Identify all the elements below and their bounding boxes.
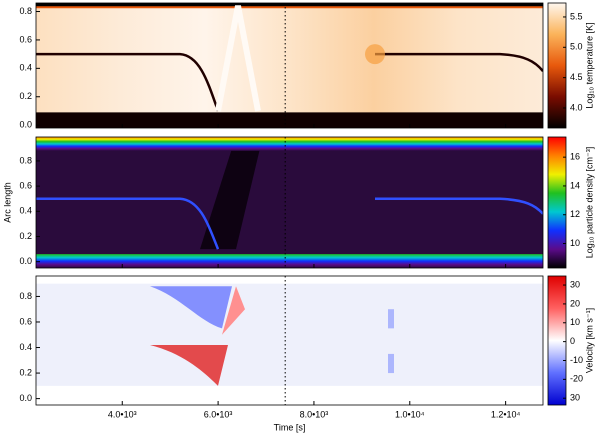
y-tick-label: 0.8 xyxy=(19,291,32,301)
y-axis-label: Arc length xyxy=(2,182,12,223)
heatmap xyxy=(36,137,543,268)
hot-spot xyxy=(365,44,385,65)
colorbar-tick-label: -20 xyxy=(570,374,583,384)
plot-frame xyxy=(35,2,544,129)
y-tick-label: 0.0 xyxy=(19,393,32,403)
y-tick-label: 0.6 xyxy=(19,34,32,44)
dense-band xyxy=(36,137,543,151)
field xyxy=(36,137,543,268)
y-tick-label: 0.6 xyxy=(19,181,32,191)
colorbar-tick-label: 14 xyxy=(570,180,580,190)
heatmap xyxy=(36,276,543,405)
cool-band xyxy=(36,112,543,128)
flow xyxy=(36,283,543,386)
y-tick-label: 0.2 xyxy=(19,91,32,101)
plot-frame xyxy=(35,136,544,269)
colorbar-tick-label: 20 xyxy=(570,298,580,308)
colorbar-tick-label: 10 xyxy=(570,317,580,327)
blue-streak xyxy=(388,353,394,374)
y-tick-label: 0.6 xyxy=(19,316,32,326)
colorbar-tick-label: -10 xyxy=(570,355,583,365)
colorbar-tick-label: 10 xyxy=(570,238,580,248)
colorbar-tick-label: 4.0 xyxy=(570,102,583,112)
front xyxy=(36,52,543,112)
colorbar-label: Velocity [km s⁻¹] xyxy=(584,308,594,373)
colorbar xyxy=(547,2,567,129)
colorbar-tick-label: 30 xyxy=(570,279,580,289)
colorbar-label: Log₁₀ particle density [cm⁻³] xyxy=(584,147,594,259)
colorbar-tick-label: 5.5 xyxy=(570,11,583,21)
heatmap xyxy=(36,3,543,128)
y-tick-label: 0.2 xyxy=(19,231,32,241)
x-tick-label: 8.0•10³ xyxy=(300,409,329,419)
colorbar-tick-label: 5.0 xyxy=(570,42,583,52)
shadow xyxy=(200,148,260,250)
y-tick-label: 0.4 xyxy=(19,63,32,73)
wave xyxy=(215,5,261,112)
x-tick-label: 4.0•10³ xyxy=(108,409,137,419)
colorbar-tick-label: 30 xyxy=(570,393,580,403)
colorbar xyxy=(547,136,567,269)
dense-band xyxy=(36,254,543,268)
y-tick-label: 0.2 xyxy=(19,367,32,377)
y-tick-label: 0.0 xyxy=(19,256,32,266)
colorbar-tick-label: 0 xyxy=(570,336,575,346)
colorbar-label: Log₁₀ temperature [K] xyxy=(584,22,594,108)
cool-band xyxy=(36,3,543,8)
red-lobe xyxy=(150,344,228,386)
x-axis-label: Time [s] xyxy=(274,422,306,432)
field xyxy=(36,3,543,128)
front xyxy=(36,197,543,250)
blue-streak xyxy=(388,309,394,329)
colorbar-tick-label: 4.5 xyxy=(570,72,583,82)
y-tick-label: 0.8 xyxy=(19,155,32,165)
wave xyxy=(222,286,245,335)
blue-lobe xyxy=(150,286,232,329)
y-tick-label: 0.8 xyxy=(19,6,32,16)
colorbar-tick-label: 12 xyxy=(570,209,580,219)
y-tick-label: 0.0 xyxy=(19,120,32,130)
plot-frame xyxy=(35,275,544,406)
y-tick-label: 0.4 xyxy=(19,342,32,352)
x-tick-label: 1.0•10⁴ xyxy=(395,409,425,419)
colorbar xyxy=(547,275,567,406)
x-tick-label: 1.2•10⁴ xyxy=(491,409,521,419)
y-tick-label: 0.4 xyxy=(19,206,32,216)
colorbar-tick-label: 16 xyxy=(570,152,580,162)
x-tick-label: 6.0•10³ xyxy=(204,409,233,419)
